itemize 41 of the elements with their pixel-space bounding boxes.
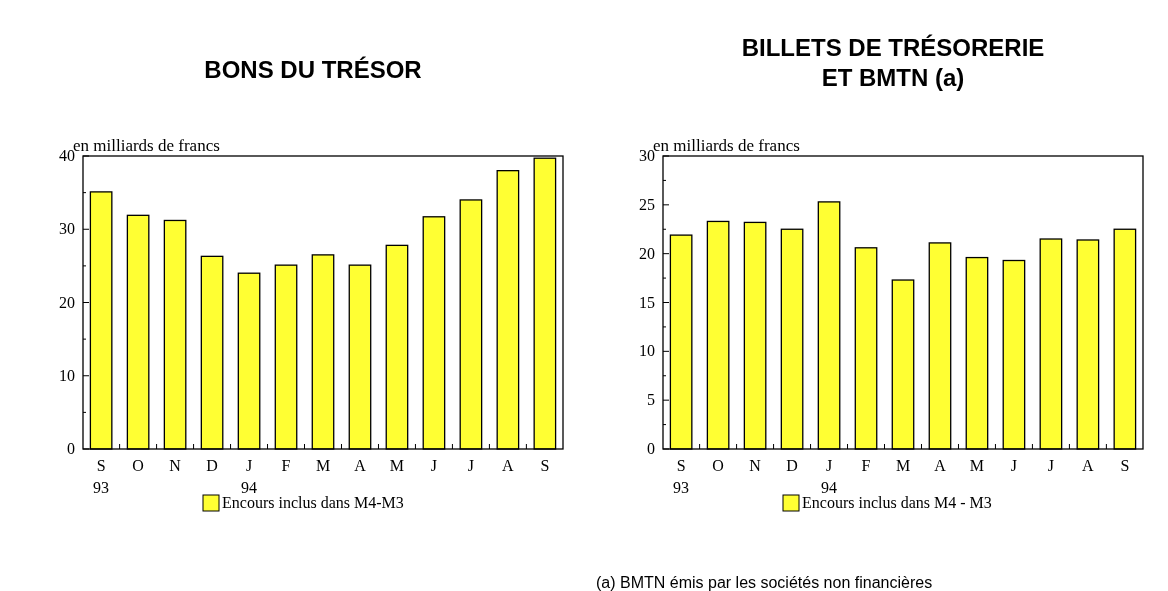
y-tick-label: 25 [639, 195, 655, 213]
y-tick-label: 10 [59, 366, 75, 384]
legend-label: Encours inclus dans M4 - M3 [802, 494, 992, 511]
legend-label: Encours inclus dans M4-M3 [222, 494, 404, 511]
x-tick-label: M [389, 457, 405, 474]
x-tick-label: A [354, 457, 367, 474]
y-tick-label: 20 [59, 293, 75, 311]
x-tick-label: M [969, 457, 985, 474]
text: (a) BMTN émis par les sociétés non financières [596, 574, 933, 591]
x-tick-label: A [934, 457, 947, 474]
y-tick-label: 0 [647, 440, 655, 457]
x-tick-label: J 94 [241, 457, 258, 496]
x-tick-label: J [467, 457, 475, 474]
x-tick-label: D [206, 457, 218, 474]
chart-title: BILLETS DE TRÉSORERIE ET BMTN (a) [741, 34, 1045, 91]
x-tick-label: O [712, 457, 724, 474]
x-tick-label: A [502, 457, 515, 474]
x-tick-label: M [315, 457, 331, 474]
x-tick-label: F [861, 457, 871, 474]
x-tick-label: J [1010, 457, 1018, 474]
x-tick-label: M [895, 457, 911, 474]
y-tick-label: 5 [647, 391, 655, 409]
x-tick-label: S 93 [93, 457, 110, 496]
x-tick-label: A [1082, 457, 1095, 474]
y-tick-label: 20 [639, 244, 655, 262]
x-tick-label: S 93 [673, 457, 690, 496]
x-tick-label: J [430, 457, 438, 474]
chart-title: BONS DU TRÉSOR [204, 56, 422, 83]
x-tick-label: J [1047, 457, 1055, 474]
x-tick-label: N [169, 457, 182, 474]
x-tick-label: O [132, 457, 144, 474]
x-tick-label: N [749, 457, 762, 474]
y-tick-label: 30 [59, 220, 75, 238]
y-tick-label: 10 [639, 342, 655, 360]
y-tick-label: 0 [67, 440, 75, 457]
x-tick-label: S [540, 457, 550, 474]
y-tick-label: 15 [639, 293, 655, 311]
x-tick-label: F [281, 457, 291, 474]
x-tick-label: S [1120, 457, 1130, 474]
x-tick-label: D [786, 457, 798, 474]
x-tick-label: J 94 [821, 457, 838, 496]
